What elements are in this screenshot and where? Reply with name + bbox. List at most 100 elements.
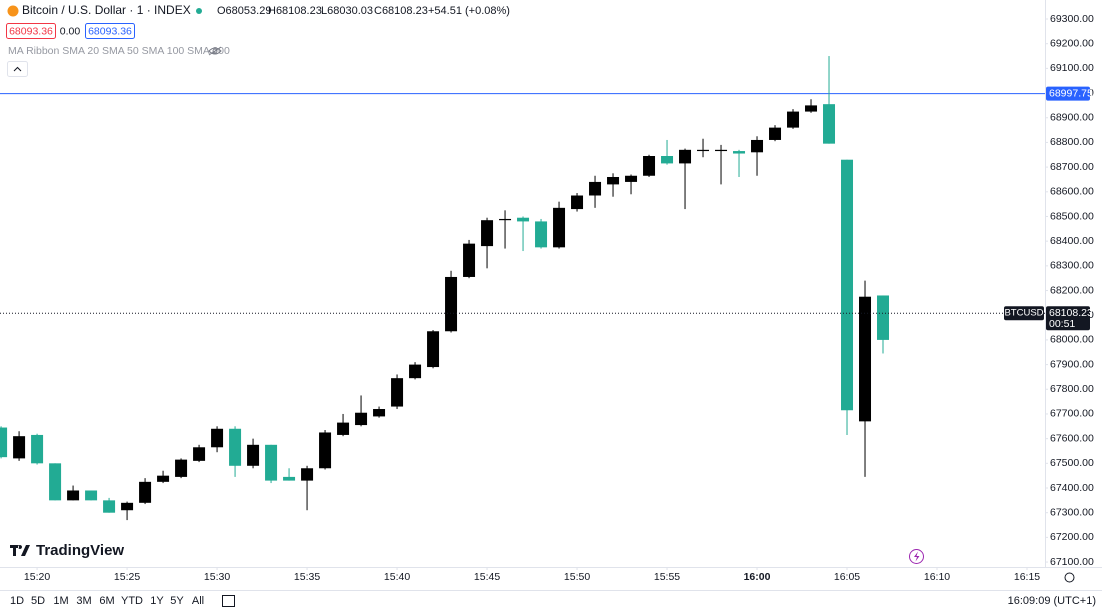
brand-name: TradingView <box>36 542 124 559</box>
y-tick-label: 68000.00 <box>1050 334 1094 346</box>
range-button[interactable]: 1M <box>53 595 68 607</box>
buy-price: 68093.36 <box>88 25 132 37</box>
candle-body <box>193 447 206 461</box>
candle-body <box>301 468 314 481</box>
candle-body <box>445 276 458 332</box>
range-button[interactable]: 1Y <box>150 595 164 607</box>
ohlc-high: H68108.23 <box>268 5 322 17</box>
x-tick-label: 16:10 <box>924 571 950 583</box>
alert-icon[interactable] <box>909 549 924 564</box>
range-button[interactable]: 5Y <box>170 595 184 607</box>
last-price-label: 68108.23 <box>1049 307 1093 319</box>
sell-box[interactable] <box>6 23 56 39</box>
candle-body <box>697 149 710 152</box>
candle-body <box>391 378 404 407</box>
y-tick-label: 68400.00 <box>1050 235 1094 247</box>
settings-icon[interactable] <box>1064 572 1075 583</box>
ohlc-close: C68108.23 <box>374 5 428 17</box>
y-tick-label: 68200.00 <box>1050 284 1094 296</box>
candle-body <box>211 428 224 448</box>
brand-logo <box>10 545 30 556</box>
countdown: 00:51 <box>1049 318 1075 330</box>
x-tick-label: 15:55 <box>654 571 680 583</box>
spread: 0.00 <box>60 25 81 37</box>
buy-box[interactable] <box>85 23 135 39</box>
candle-body <box>481 220 494 247</box>
chevron-icon <box>13 66 22 72</box>
candle-body <box>427 331 440 368</box>
price-line-tag <box>1046 86 1090 101</box>
y-tick-label: 67800.00 <box>1050 383 1094 395</box>
y-tick-label: 68800.00 <box>1050 136 1094 148</box>
calendar-icon[interactable] <box>222 595 235 607</box>
y-tick-label: 69300.00 <box>1050 13 1094 25</box>
sell-price: 68093.36 <box>9 25 53 37</box>
y-tick-label: 67900.00 <box>1050 358 1094 370</box>
candle-body <box>409 364 422 379</box>
y-tick-label: 68300.00 <box>1050 260 1094 272</box>
eye-icon[interactable] <box>208 47 222 55</box>
y-tick-label: 67300.00 <box>1050 506 1094 518</box>
x-tick-label: 15:35 <box>294 571 320 583</box>
candle-body <box>823 104 836 144</box>
candle-body <box>463 243 476 277</box>
candle-body <box>715 149 728 152</box>
y-tick-label: 67700.00 <box>1050 408 1094 420</box>
market-status <box>196 8 202 14</box>
candle-body <box>283 476 296 481</box>
range-button[interactable]: YTD <box>121 595 143 607</box>
symbol-title[interactable]: Bitcoin / U.S. Dollar · 1 · INDEX <box>22 3 191 17</box>
x-tick-label: 16:05 <box>834 571 860 583</box>
range-button[interactable]: 6M <box>99 595 114 607</box>
candle-body <box>787 111 800 128</box>
range-button[interactable]: 5D <box>31 595 45 607</box>
y-tick-label: 67400.00 <box>1050 482 1094 494</box>
candle-body <box>139 481 152 503</box>
candle-body <box>157 475 170 482</box>
candle-body <box>499 218 512 221</box>
y-tick-label: 68700.00 <box>1050 161 1094 173</box>
candle-body <box>0 427 8 458</box>
candle-body <box>805 105 818 112</box>
last-price-name-tag <box>1004 306 1044 321</box>
candle-body <box>877 295 890 340</box>
x-tick-label: 15:40 <box>384 571 410 583</box>
candle-body <box>625 175 638 182</box>
candle-body <box>49 463 62 501</box>
indicator-legend[interactable]: MA Ribbon SMA 20 SMA 50 SMA 100 SMA 200 <box>8 45 230 57</box>
candle-body <box>337 422 350 435</box>
range-button[interactable]: All <box>192 595 204 607</box>
candle-body <box>517 217 530 222</box>
candle-body <box>589 181 602 196</box>
x-tick-label: 15:25 <box>114 571 140 583</box>
range-button[interactable]: 1D <box>10 595 24 607</box>
candle-body <box>679 149 692 164</box>
candle-body <box>841 159 854 411</box>
collapse-button[interactable] <box>7 61 28 77</box>
candle-body <box>553 207 566 248</box>
x-tick-label: 15:20 <box>24 571 50 583</box>
candle-body <box>247 444 260 466</box>
candle-body <box>175 459 188 477</box>
candle-body <box>607 176 620 185</box>
range-button[interactable]: 3M <box>76 595 91 607</box>
candle-body <box>769 127 782 140</box>
candle-body <box>571 195 584 210</box>
candle-body <box>733 151 746 154</box>
x-tick-label: 15:50 <box>564 571 590 583</box>
candle-body <box>661 156 674 164</box>
y-tick-label: 67500.00 <box>1050 457 1094 469</box>
candle-body <box>121 502 134 511</box>
candle-body <box>643 156 656 176</box>
y-tick-label: 68500.00 <box>1050 210 1094 222</box>
candle-body <box>751 139 764 153</box>
ohlc-change: +54.51 (+0.08%) <box>428 5 510 17</box>
candle-body <box>13 436 26 459</box>
y-tick-label: 68600.00 <box>1050 186 1094 198</box>
y-tick-label: 69200.00 <box>1050 37 1094 49</box>
ohlc-low: L68030.03 <box>321 5 373 17</box>
ohlc-open: O68053.29 <box>217 5 271 17</box>
eye-slash <box>208 46 222 56</box>
y-tick-label: 67100.00 <box>1050 556 1094 568</box>
